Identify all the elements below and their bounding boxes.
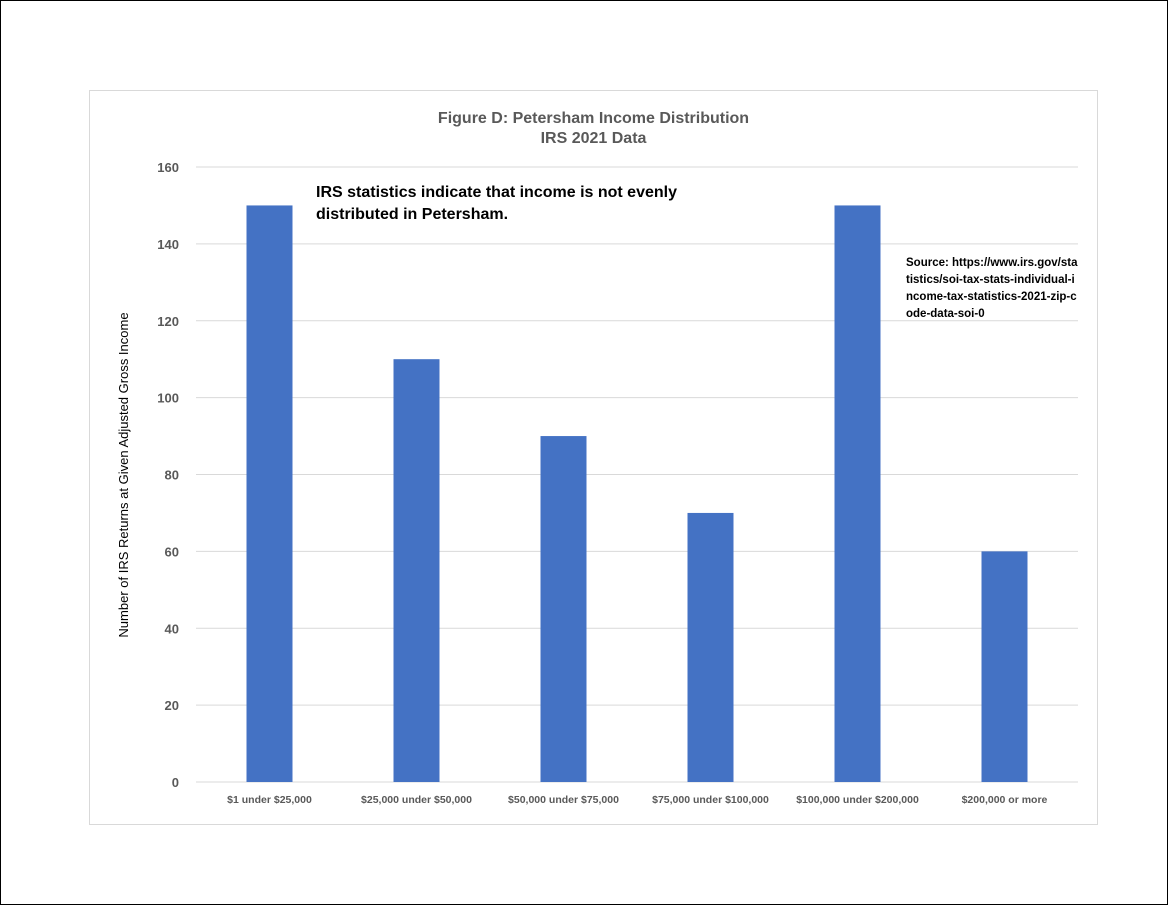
chart-title: Figure D: Petersham Income Distribution …	[90, 109, 1097, 149]
x-tick-label: $75,000 under $100,000	[652, 794, 769, 806]
y-tick-label: 60	[165, 544, 179, 559]
y-tick-labels: 0 20 40 60 80 100 120 140 160	[157, 160, 179, 790]
annotation-source: Source: https://www.irs.gov/statistics/s…	[906, 257, 1078, 320]
y-tick-label: 140	[157, 237, 179, 252]
x-tick-label: $50,000 under $75,000	[508, 794, 619, 806]
x-tick-labels: $1 under $25,000 $25,000 under $50,000 $50…	[227, 794, 1047, 806]
annotation-main: IRS statistics indicate that income is n…	[316, 184, 677, 223]
y-tick-label: 80	[165, 468, 179, 483]
bar	[393, 359, 440, 782]
bar	[834, 205, 881, 782]
gridlines	[196, 166, 1078, 783]
x-tick-label: $1 under $25,000	[227, 794, 312, 806]
y-tick-label: 40	[165, 621, 179, 636]
y-tick-label: 160	[157, 160, 179, 175]
y-tick-label: 120	[157, 314, 179, 329]
x-tick-label: $200,000 or more	[962, 794, 1048, 806]
chart-subtitle-line: IRS 2021 Data	[540, 130, 647, 147]
x-tick-label: $25,000 under $50,000	[361, 794, 472, 806]
bar	[687, 512, 734, 782]
y-tick-label: 20	[165, 698, 179, 713]
bars	[246, 205, 1028, 782]
bar	[246, 205, 293, 782]
bar	[540, 436, 587, 782]
x-tick-label: $100,000 under $200,000	[796, 794, 919, 806]
bar	[981, 551, 1028, 782]
chart-title-line: Figure D: Petersham Income Distribution	[437, 110, 750, 127]
y-tick-label: 100	[157, 391, 179, 406]
y-tick-label: 0	[172, 775, 179, 790]
y-axis-title: Number of IRS Returns at Given Adjusted …	[116, 312, 131, 638]
